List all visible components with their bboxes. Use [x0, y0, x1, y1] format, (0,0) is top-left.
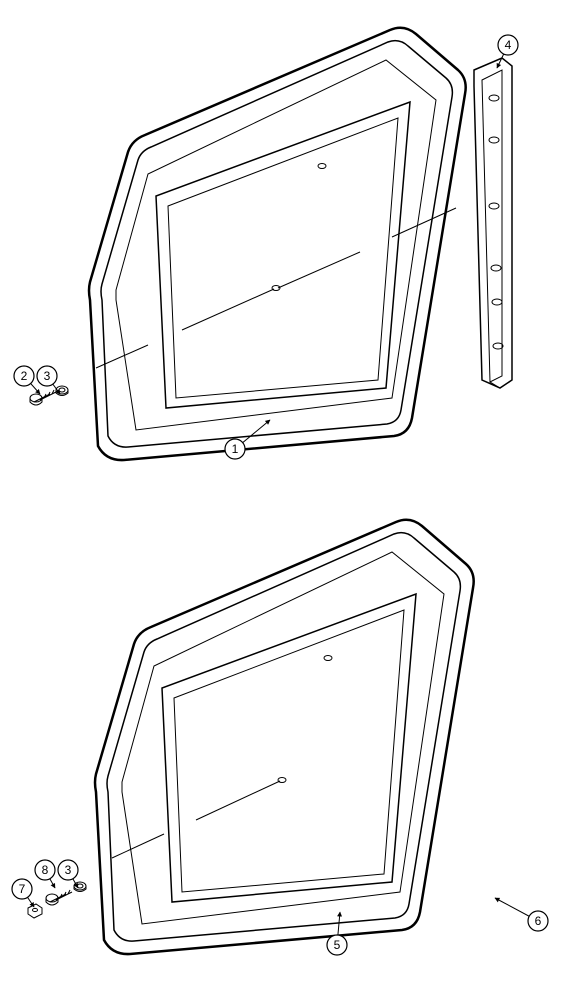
part-8-screw — [46, 890, 72, 905]
part-5-tray — [95, 520, 474, 954]
callout-number: 1 — [232, 442, 239, 456]
callout-number: 3 — [65, 863, 72, 877]
callout-number: 7 — [19, 882, 26, 896]
callouts: 1 2 3 4 5 6 7 8 3 — [12, 35, 548, 955]
callout-number: 3 — [44, 369, 51, 383]
callout-number: 2 — [21, 369, 28, 383]
part-2-screw — [30, 390, 56, 405]
callout-number: 8 — [42, 863, 49, 877]
part-1-tray — [89, 28, 466, 460]
callout-number: 6 — [535, 914, 542, 928]
callout-number: 4 — [505, 38, 512, 52]
parts-diagram: 1 2 3 4 5 6 7 8 3 — [0, 0, 564, 1000]
part-4-bracket — [474, 58, 512, 388]
callout-number: 5 — [334, 938, 341, 952]
part-7-nut — [28, 904, 42, 918]
